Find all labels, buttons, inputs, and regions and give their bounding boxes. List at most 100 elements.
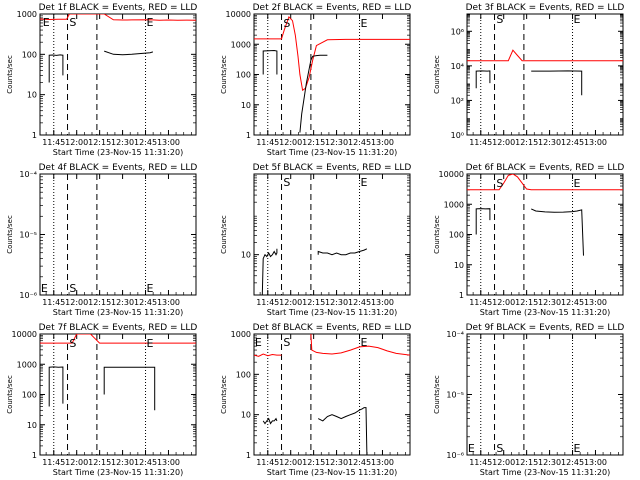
y-axis-label: Counts/sec [220,55,228,94]
events-series-line [475,208,491,235]
y-tick-label: 10 [241,251,251,260]
y-tick-label: 10⁻⁶ [19,291,37,300]
lld-series-line [467,174,623,191]
marker-e: E [360,17,367,30]
panel-title: Det 7f BLACK = Events, RED = LLD [39,323,198,333]
x-tick-label: 12:00 [65,138,88,147]
panel-title: Det 9f BLACK = Events, RED = LLD [466,323,625,333]
y-tick-label: 10⁻⁶ [446,451,464,460]
y-tick-label: 10000 [439,170,464,179]
detector-panel-4: Det 4f BLACK = Events, RED = LLD 10⁻⁶ 10⁻⁵… [6,163,197,317]
x-tick-label: 12:00 [65,458,88,467]
y-tick-label: 10⁻⁴ [446,330,464,339]
detector-panel-7: Det 7f BLACK = Events, RED = LLD 1 10 100 10… [6,323,197,477]
x-axis-label: Start Time (23-Nov-15 11:31:20) [267,148,397,157]
x-tick-label: 12:45 [348,138,371,147]
detector-panel-1: Det 1f BLACK = Events, RED = LLD 1 10 100 10… [6,3,197,157]
x-tick-label: 12:00 [279,298,302,307]
x-tick-label: 12:30 [111,298,134,307]
x-tick-label: 11:45 [256,458,279,467]
x-tick-label: 13:00 [371,458,394,467]
panel-title: Det 3f BLACK = Events, RED = LLD [466,3,625,13]
x-tick-label: 11:45 [256,138,279,147]
y-axis-label: Counts/sec [6,375,14,414]
detector-panel-9: Det 9f BLACK = Events, RED = LLD 10⁻⁶ 10⁻⁵… [433,323,624,477]
marker-e: E [146,282,153,295]
panel-title: Det 1f BLACK = Events, RED = LLD [39,3,198,13]
x-tick-label: 12:30 [111,138,134,147]
x-tick-label: 12:15 [302,458,325,467]
marker-e: E [146,16,153,29]
y-tick-label: 10 [27,91,37,100]
x-tick-label: 11:45 [469,458,492,467]
x-tick-label: 11:45 [469,138,492,147]
detector-panel-3: Det 3f BLACK = Events, RED = LLD 10⁰ 10² 10… [433,3,624,147]
x-tick-label: 12:15 [88,458,111,467]
x-tick-label: 12:15 [302,138,325,147]
detector-panel-8: Det 8f BLACK = Events, RED = LLD 1 10 100 10… [220,323,411,477]
detector-panel-6: Det 6f BLACK = Events, RED = LLD 1 10 100 10… [433,163,624,317]
y-axis-label: Counts/sec [433,375,441,414]
y-tick-label: 100 [236,370,251,379]
marker-s: S [69,282,76,295]
y-tick-label: 1 [246,451,251,460]
events-series-line [261,248,278,295]
y-axis-label: Counts/sec [433,215,441,254]
events-series-line [531,70,583,96]
events-series-line [48,366,64,407]
y-tick-label: 1 [32,451,37,460]
y-tick-label: 100 [449,231,464,240]
x-tick-label: 13:00 [371,138,394,147]
y-tick-label: 10 [27,421,37,430]
y-tick-label: 1 [32,131,37,140]
x-tick-label: 12:30 [325,458,348,467]
x-tick-label: 13:00 [584,298,607,307]
y-tick-label: 10 [454,261,464,270]
x-tick-label: 13:00 [584,138,607,147]
lld-series-line [254,15,410,92]
x-axis-label: Start Time (23-Nov-15 11:31:20) [267,468,397,477]
x-tick-label: 12:30 [325,138,348,147]
events-series-line [48,54,64,83]
y-tick-label: 100 [236,71,251,80]
y-tick-label: 10 [241,101,251,110]
events-series-line [262,49,278,75]
y-tick-label: 10⁴ [451,62,464,71]
events-series-line [299,54,328,133]
marker-s: S [283,17,290,30]
x-axis-label: Start Time (23-Nov-15 11:31:20) [267,308,397,317]
x-tick-label: 11:45 [42,298,65,307]
x-tick-label: 11:45 [42,458,65,467]
events-series-line [475,70,491,89]
x-tick-label: 11:45 [256,298,279,307]
y-tick-label: 10⁻⁵ [19,231,37,240]
panel-title: Det 5f BLACK = Events, RED = LLD [253,163,412,173]
plot-frame [253,333,411,456]
x-tick-label: 13:00 [371,298,394,307]
y-tick-label: 10000 [12,330,37,339]
panel-title: Det 6f BLACK = Events, RED = LLD [466,163,625,173]
plot-frame [466,13,624,136]
x-tick-label: 12:15 [515,458,538,467]
events-series-line [317,407,368,455]
y-tick-label: 1000 [444,200,464,209]
marker-s: S [283,336,290,349]
x-axis-label: Start Time (23-Nov-15 11:31:20) [53,148,183,157]
x-tick-label: 12:45 [134,298,157,307]
marker-s: S [496,442,503,455]
lld-series-line [40,334,196,344]
x-tick-label: 12:30 [111,458,134,467]
marker-e: E [573,177,580,190]
marker-e: E [41,282,48,295]
panel-title: Det 8f BLACK = Events, RED = LLD [253,323,412,333]
x-tick-label: 12:45 [348,298,371,307]
x-tick-label: 12:15 [515,138,538,147]
y-axis-label: Counts/sec [6,55,14,94]
x-tick-label: 11:45 [469,298,492,307]
marker-e: E [573,442,580,455]
marker-s: S [283,176,290,189]
lld-series-line [254,353,282,357]
detector-panel-5: Det 5f BLACK = Events, RED = LLD 10 Counts… [220,163,411,317]
y-tick-label: 10 [241,411,251,420]
